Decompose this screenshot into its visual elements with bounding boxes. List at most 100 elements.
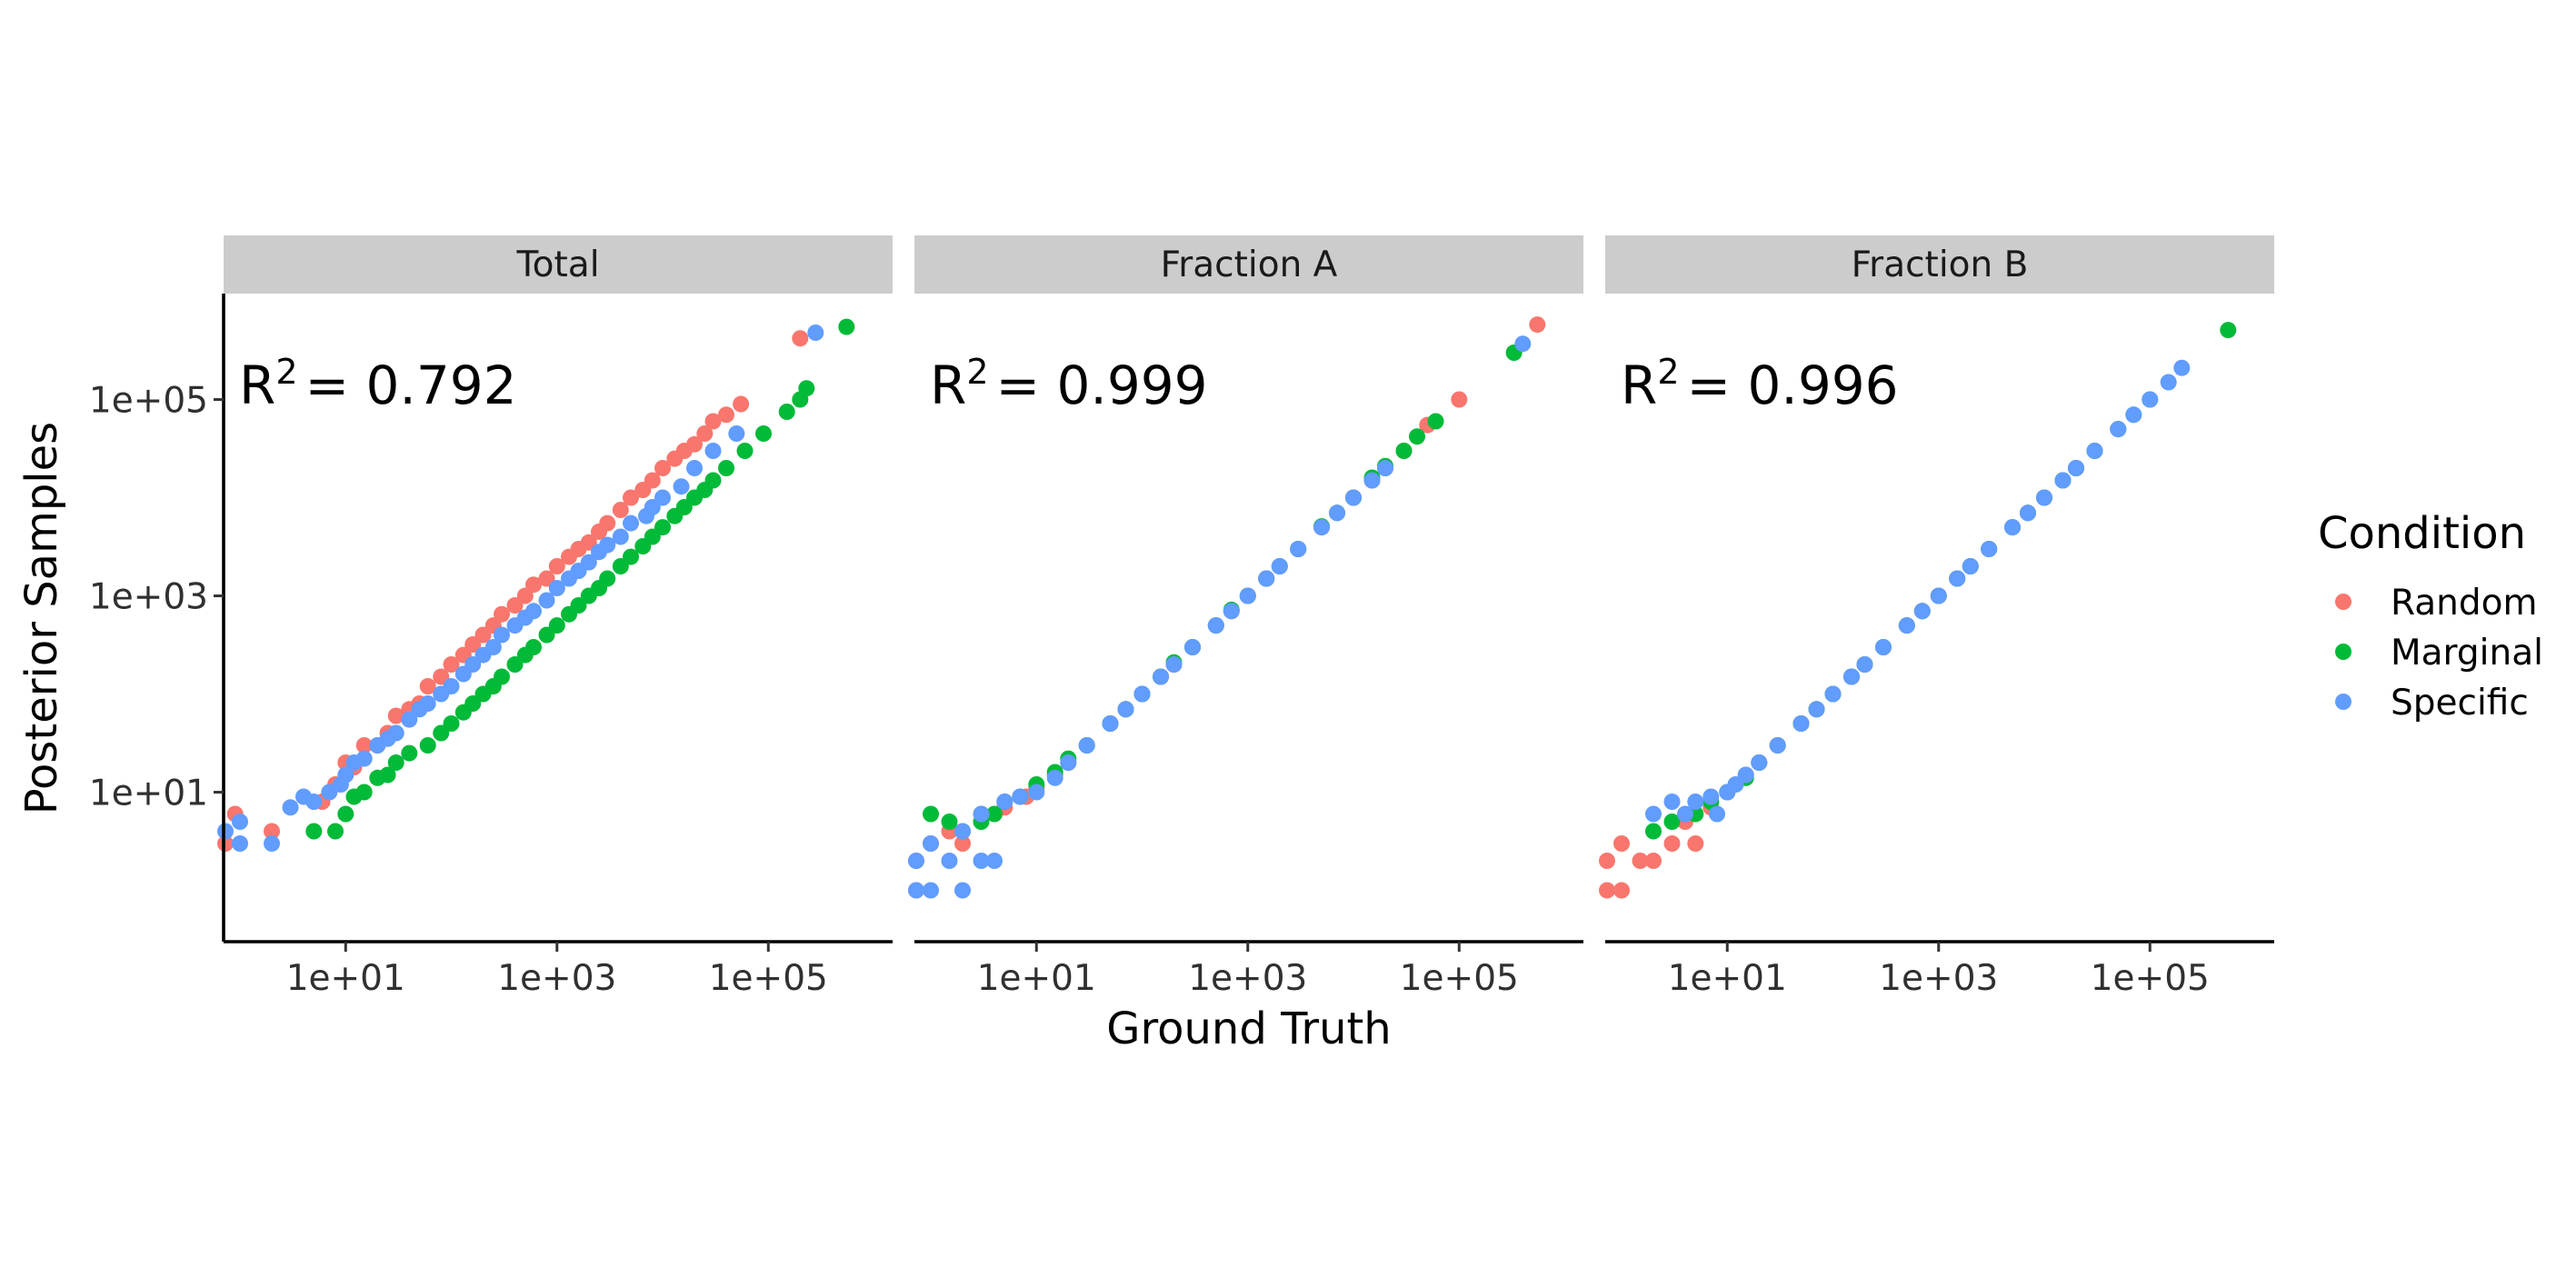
data-point bbox=[941, 814, 958, 830]
data-point bbox=[973, 853, 990, 869]
data-point bbox=[623, 489, 639, 506]
data-point bbox=[755, 425, 772, 442]
data-point bbox=[419, 695, 436, 712]
data-point bbox=[1060, 754, 1077, 771]
data-point bbox=[506, 656, 524, 673]
data-point bbox=[1165, 656, 1183, 673]
data-point bbox=[1514, 335, 1532, 353]
legend-key bbox=[2335, 594, 2351, 610]
data-point bbox=[1184, 639, 1201, 655]
y-axis-title: Posterior Samples bbox=[16, 422, 67, 814]
data-point bbox=[973, 805, 990, 823]
data-point bbox=[954, 835, 971, 852]
x-tick-label: 1e+05 bbox=[1400, 958, 1519, 999]
data-point bbox=[954, 823, 971, 840]
data-point bbox=[612, 528, 629, 545]
data-point bbox=[1913, 603, 1931, 620]
facet-panel-2: Fraction A R2 = 0.999 1e+01 1e+03 1e+05 bbox=[908, 235, 1583, 999]
data-point bbox=[1207, 617, 1224, 634]
r-squared-symbol: R bbox=[1621, 354, 1657, 416]
data-point bbox=[525, 576, 542, 594]
data-point bbox=[1645, 853, 1662, 869]
data-point bbox=[1258, 570, 1275, 587]
data-point bbox=[2036, 489, 2052, 506]
data-point bbox=[2110, 421, 2127, 438]
data-point bbox=[986, 805, 1003, 823]
data-point bbox=[2054, 472, 2072, 489]
y-tick-label: 1e+03 bbox=[89, 577, 208, 618]
y-tick-label: 1e+01 bbox=[89, 774, 208, 814]
x-tick-label: 1e+05 bbox=[2091, 958, 2210, 999]
data-point bbox=[1632, 853, 1649, 869]
series-specific bbox=[1645, 359, 2191, 823]
data-point bbox=[1981, 541, 1998, 557]
data-point bbox=[1451, 391, 1468, 408]
data-point bbox=[838, 318, 855, 335]
data-point bbox=[1613, 882, 1630, 899]
data-point bbox=[443, 678, 460, 694]
data-point bbox=[387, 724, 404, 742]
legend-entry-specific: Specific bbox=[2335, 683, 2529, 724]
data-point bbox=[337, 766, 354, 784]
r-squared-value: = 0.996 bbox=[1687, 354, 1899, 416]
data-point bbox=[232, 835, 248, 852]
data-point bbox=[548, 580, 565, 596]
data-points bbox=[1599, 322, 2237, 899]
series-specific bbox=[217, 324, 824, 852]
data-point bbox=[623, 514, 639, 532]
data-point bbox=[807, 324, 824, 341]
data-point bbox=[686, 460, 703, 476]
data-point bbox=[1133, 685, 1151, 703]
data-point bbox=[696, 425, 714, 442]
data-point bbox=[1395, 443, 1413, 459]
data-point bbox=[538, 626, 555, 644]
data-point bbox=[1949, 570, 1966, 587]
data-point bbox=[1046, 769, 1063, 786]
facet-strip bbox=[914, 235, 1583, 294]
legend-entry-marginal: Marginal bbox=[2335, 633, 2543, 674]
x-tick-label: 1e+03 bbox=[1188, 958, 1307, 999]
data-point bbox=[1329, 504, 1345, 522]
data-point bbox=[1599, 882, 1615, 899]
data-point bbox=[778, 404, 795, 420]
data-point bbox=[1875, 639, 1892, 655]
x-tick-label: 1e+03 bbox=[497, 958, 616, 999]
x-tick-label: 1e+03 bbox=[1879, 958, 1998, 999]
r-squared-superscript: 2 bbox=[1657, 352, 1679, 392]
data-point bbox=[1808, 701, 1825, 718]
data-point bbox=[1117, 701, 1134, 718]
data-point bbox=[986, 853, 1003, 869]
data-point bbox=[654, 489, 671, 506]
data-point bbox=[644, 472, 661, 489]
data-point bbox=[923, 805, 939, 823]
data-point bbox=[538, 592, 555, 609]
data-point bbox=[1028, 784, 1045, 801]
data-point bbox=[1153, 668, 1169, 685]
data-point bbox=[673, 478, 690, 495]
data-point bbox=[1687, 794, 1704, 810]
facet-strip-label: Fraction B bbox=[1852, 245, 2029, 285]
data-point bbox=[1930, 587, 1947, 604]
data-point bbox=[327, 823, 344, 840]
data-point bbox=[525, 603, 542, 620]
y-tick-label: 1e+05 bbox=[89, 381, 208, 422]
data-point bbox=[2004, 519, 2021, 536]
data-point bbox=[464, 695, 482, 712]
data-point bbox=[1271, 558, 1288, 574]
data-point bbox=[1687, 835, 1704, 852]
data-point bbox=[718, 406, 734, 424]
data-point bbox=[1856, 656, 1873, 673]
data-point bbox=[1599, 853, 1615, 869]
data-point bbox=[1702, 788, 1720, 805]
data-point bbox=[282, 799, 299, 816]
data-point bbox=[355, 784, 373, 801]
data-point bbox=[1377, 460, 1393, 476]
data-point bbox=[686, 435, 703, 453]
data-point bbox=[506, 597, 524, 614]
data-point bbox=[2020, 504, 2036, 522]
data-point bbox=[792, 330, 809, 347]
x-tick-label: 1e+01 bbox=[977, 958, 1096, 999]
data-point bbox=[516, 587, 534, 604]
series-specific bbox=[908, 335, 1532, 899]
data-point bbox=[623, 548, 639, 565]
